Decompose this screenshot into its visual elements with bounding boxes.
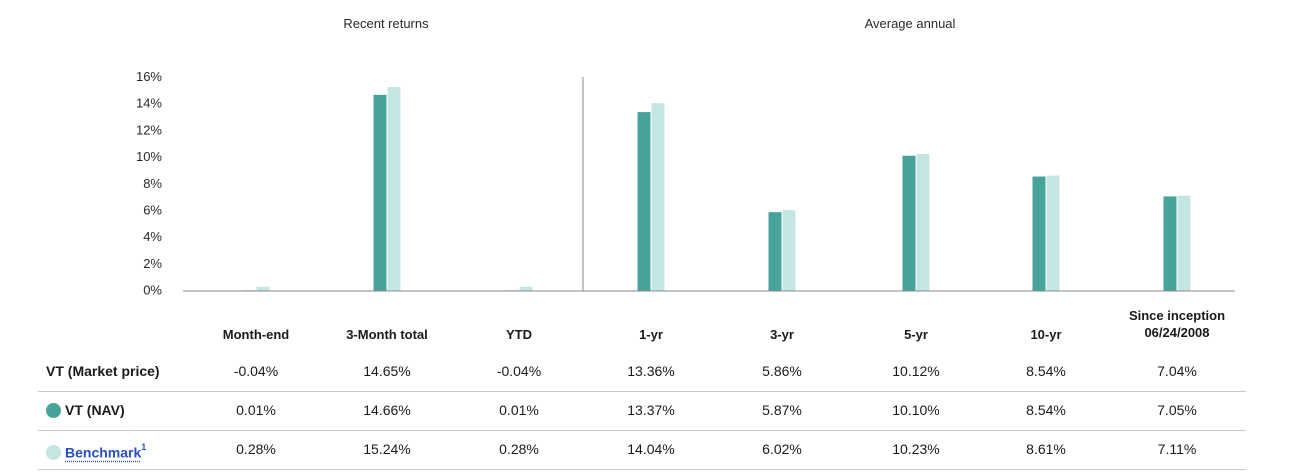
column-header: 3-Month total <box>346 327 428 342</box>
benchmark-bar-2 <box>519 286 533 291</box>
table-row: Benchmark1 0.28% 15.24% 0.28% 14.04% 6.02% 10.… <box>38 430 1246 470</box>
benchmark-bar-3 <box>651 103 665 291</box>
row-label-text: VT (NAV) <box>65 402 125 418</box>
table-cell: 6.02% <box>762 441 802 457</box>
table-cell: 0.28% <box>499 441 539 457</box>
benchmark-bar-4 <box>782 210 796 291</box>
column-header: 3-yr <box>770 327 794 342</box>
table-cell: 14.04% <box>627 441 675 457</box>
nav-bar-7 <box>1163 196 1177 291</box>
y-axis: 0% 2% 4% 6% 8% 10% 12% 14% 16% <box>136 69 162 298</box>
row-label[interactable]: Benchmark1 <box>46 430 146 469</box>
section-header-average-annual: Average annual <box>865 16 956 31</box>
table-cell: 7.05% <box>1157 402 1197 418</box>
row-label-text: VT (Market price) <box>46 363 160 379</box>
benchmark-legend-swatch <box>46 445 61 461</box>
benchmark-bar-6 <box>1046 175 1060 291</box>
column-header: 5-yr <box>904 327 928 342</box>
y-tick-label: 8% <box>143 176 162 191</box>
table-cell: 7.04% <box>1157 363 1197 379</box>
footnote-marker[interactable]: 1 <box>141 442 147 452</box>
benchmark-bar-1 <box>387 87 401 291</box>
y-tick-label: 4% <box>143 229 162 244</box>
table-cell: 0.01% <box>236 402 276 418</box>
table-cell: 14.66% <box>363 402 411 418</box>
table-cell: -0.04% <box>233 363 279 379</box>
nav-bar-1 <box>373 94 387 291</box>
nav-bar-6 <box>1032 176 1046 291</box>
table-cell: 15.24% <box>363 441 411 457</box>
performance-bar-chart: Recent returns Average annual 0% 2% 4% 6% 8%… <box>136 16 1235 298</box>
nav-legend-swatch <box>46 402 61 418</box>
table-cell: 13.36% <box>627 363 675 379</box>
y-tick-label: 6% <box>143 202 162 217</box>
table-cell: 5.86% <box>762 363 802 379</box>
y-tick-label: 16% <box>136 69 162 84</box>
table-cell: 8.54% <box>1026 402 1066 418</box>
table-cell: 7.11% <box>1157 441 1197 457</box>
benchmark-bar-7 <box>1177 195 1191 291</box>
nav-bar-5 <box>902 155 916 291</box>
table-row: VT (NAV) 0.01% 14.66% 0.01% 13.37% 5.87% 10.10… <box>38 391 1246 431</box>
column-header: 10-yr <box>1030 327 1062 342</box>
y-tick-label: 12% <box>136 122 162 137</box>
y-tick-label: 2% <box>143 256 162 271</box>
table-cell: -0.04% <box>496 363 542 379</box>
table-cell: 0.01% <box>499 402 539 418</box>
table-row: VT (Market price) -0.04% 14.65% -0.04% 13.36… <box>38 352 1246 392</box>
table-cell: 13.37% <box>627 402 675 418</box>
y-tick-label: 10% <box>136 149 162 164</box>
section-header-recent-returns: Recent returns <box>343 16 429 31</box>
column-header-line: Since inception <box>1128 308 1226 323</box>
column-header: Since inception 06/24/2008 <box>1112 307 1242 341</box>
benchmark-link[interactable]: Benchmark <box>65 444 142 461</box>
column-header: Month-end <box>222 327 290 342</box>
table-cell: 8.54% <box>1026 363 1066 379</box>
column-header: 1-yr <box>639 327 663 342</box>
nav-bar-4 <box>768 212 782 291</box>
row-label: VT (NAV) <box>46 391 125 430</box>
table-cell: 14.65% <box>363 363 411 379</box>
table-cell: 8.61% <box>1026 441 1066 457</box>
table-cell: 10.12% <box>892 363 940 379</box>
bars-group <box>242 87 1191 291</box>
benchmark-bar-0 <box>256 286 270 291</box>
benchmark-bar-5 <box>916 153 930 291</box>
table-cell: 10.10% <box>892 402 940 418</box>
nav-bar-3 <box>637 112 651 291</box>
table-cell: 5.87% <box>762 402 802 418</box>
column-header: YTD <box>506 327 532 342</box>
y-tick-label: 0% <box>143 283 162 298</box>
row-label: VT (Market price) <box>46 352 160 391</box>
y-tick-label: 14% <box>136 96 162 111</box>
column-header-line: 06/24/2008 <box>1144 325 1210 340</box>
table-cell: 0.28% <box>236 441 276 457</box>
table-cell: 10.23% <box>892 441 940 457</box>
